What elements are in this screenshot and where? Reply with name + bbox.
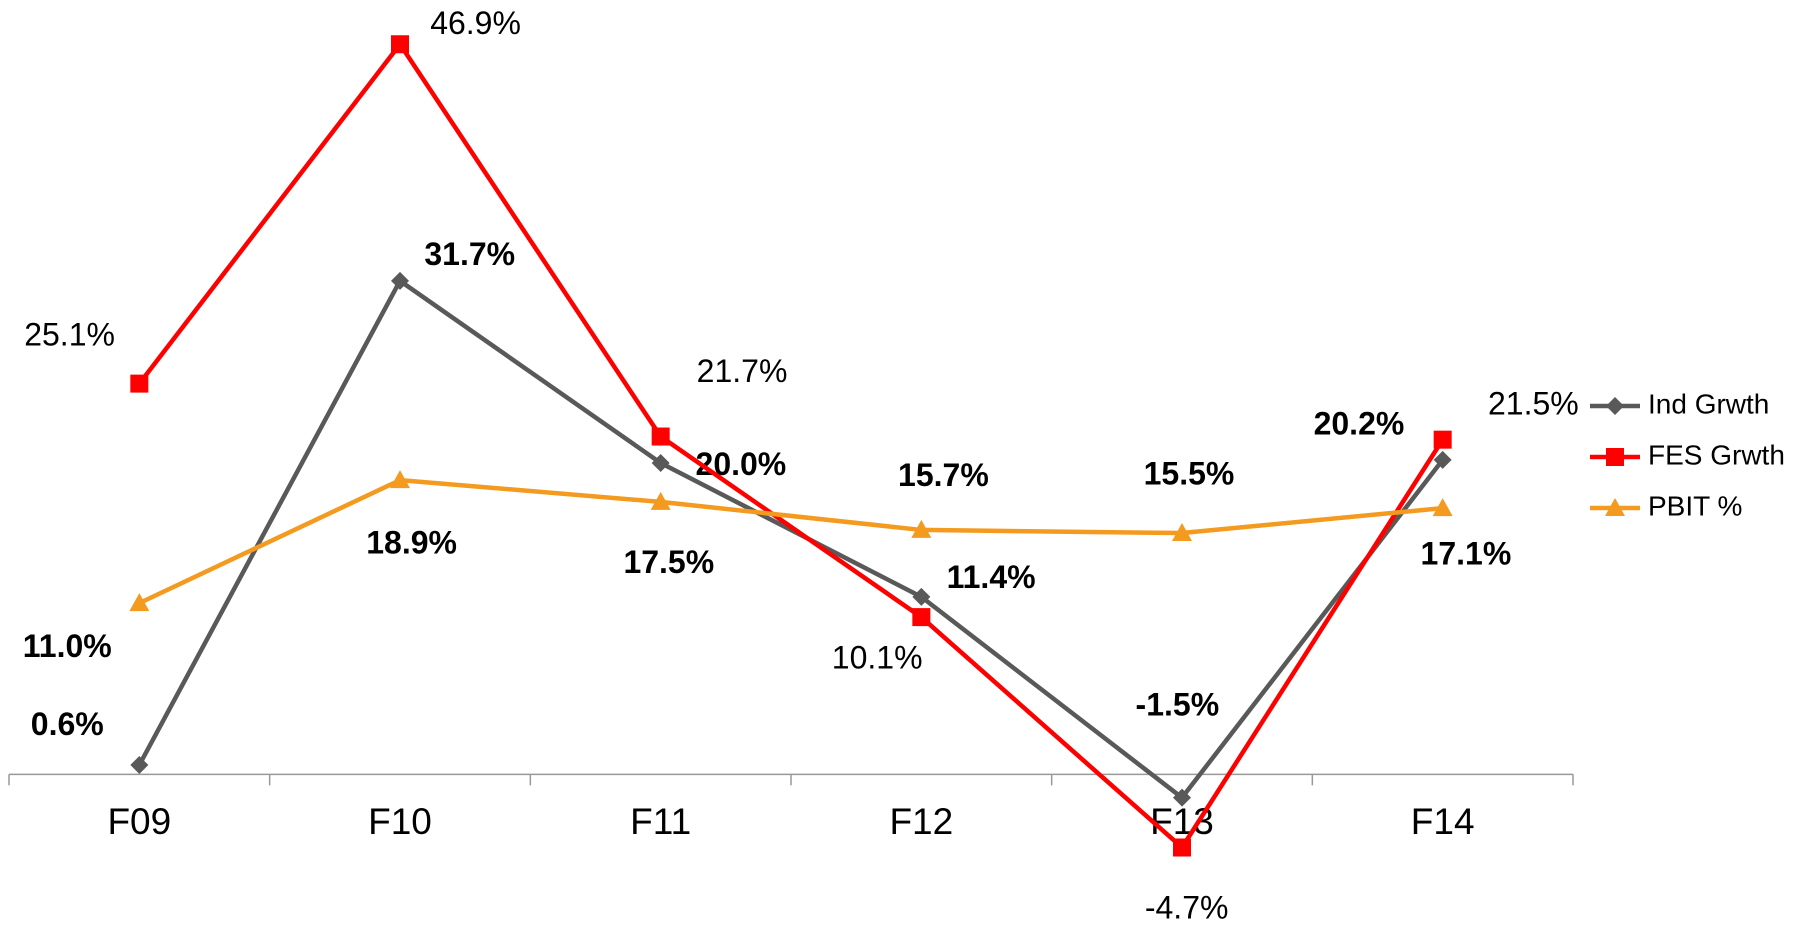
point-marker — [1173, 838, 1191, 857]
data-label: 18.9% — [366, 525, 457, 561]
x-tick-label: F09 — [107, 801, 171, 842]
point-marker — [390, 470, 410, 489]
point-marker — [1432, 498, 1453, 517]
data-label: 25.1% — [24, 317, 115, 353]
legend-marker — [1606, 448, 1624, 466]
point-marker — [650, 491, 671, 510]
point-marker — [130, 374, 149, 393]
point-marker — [129, 593, 150, 612]
point-marker — [130, 755, 149, 774]
data-label: 46.9% — [430, 5, 521, 41]
x-tick-label: F12 — [889, 801, 953, 842]
data-label: 21.7% — [697, 353, 788, 389]
point-marker — [391, 35, 409, 54]
x-tick-label: F14 — [1411, 801, 1475, 842]
point-marker — [1172, 523, 1192, 542]
legend-label: PBIT % — [1648, 490, 1742, 521]
x-tick-label: F11 — [630, 801, 691, 842]
point-marker — [1433, 430, 1452, 449]
point-marker — [391, 271, 409, 290]
point-marker — [1433, 450, 1452, 469]
point-marker — [911, 519, 932, 538]
point-marker — [912, 608, 931, 627]
data-label: 15.5% — [1144, 456, 1235, 492]
series-line — [137, 278, 1445, 800]
data-label: 10.1% — [832, 640, 923, 676]
legend-marker — [1606, 397, 1624, 415]
data-label: -1.5% — [1136, 686, 1220, 722]
data-label: 15.7% — [898, 457, 989, 493]
data-label: 17.1% — [1421, 535, 1512, 571]
point-marker — [1173, 788, 1191, 807]
data-label: -4.7% — [1145, 890, 1229, 926]
point-marker — [912, 587, 931, 606]
data-label: 0.6% — [31, 706, 104, 742]
data-label: 20.2% — [1314, 406, 1405, 442]
point-marker — [651, 454, 670, 472]
data-label: 11.4% — [947, 559, 1036, 595]
series-line — [138, 477, 1443, 606]
x-tick-label: F10 — [368, 801, 432, 842]
series-line — [137, 42, 1445, 850]
data-label: 31.7% — [424, 236, 515, 272]
legend-label: FES Grwth — [1648, 439, 1785, 470]
point-marker — [651, 427, 670, 446]
data-label: 21.5% — [1488, 385, 1579, 421]
legend-label: Ind Grwth — [1648, 388, 1769, 419]
x-tick-label: F13 — [1150, 801, 1214, 842]
data-label: 17.5% — [623, 544, 714, 580]
data-label: 20.0% — [696, 446, 787, 482]
legend-marker — [1605, 498, 1625, 516]
data-label: 11.0% — [23, 628, 112, 664]
